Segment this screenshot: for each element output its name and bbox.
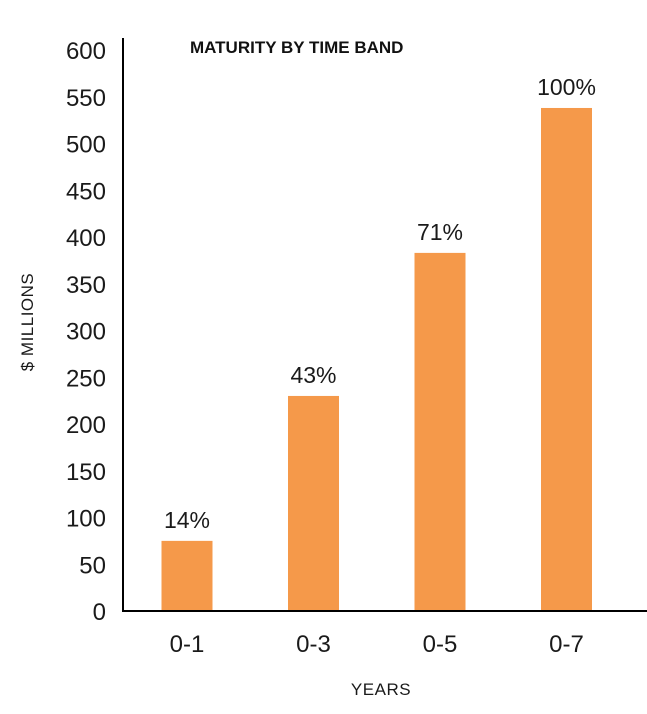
x-axis-ticks: 0-1 0-3 0-5 0-7 <box>170 631 584 658</box>
bar <box>288 395 339 611</box>
y-tick-label: 500 <box>66 132 106 159</box>
y-tick-label: 50 <box>79 552 106 579</box>
y-tick-label: 600 <box>66 38 106 65</box>
data-labels: 14% 43% 71% 100% <box>164 74 596 533</box>
y-axis-title: $ MILLIONS <box>18 273 37 372</box>
x-tick-label: 0-7 <box>549 631 584 658</box>
y-tick-label: 350 <box>66 272 106 299</box>
data-label: 43% <box>290 362 336 388</box>
x-tick-label: 0-5 <box>423 631 458 658</box>
y-tick-label: 450 <box>66 178 106 205</box>
x-tick-label: 0-1 <box>170 631 205 658</box>
y-tick-label: 100 <box>66 506 106 533</box>
y-tick-label: 200 <box>66 412 106 439</box>
x-tick-label: 0-3 <box>296 631 331 658</box>
y-tick-label: 400 <box>66 225 106 252</box>
y-tick-label: 300 <box>66 319 106 346</box>
y-tick-label: 250 <box>66 365 106 392</box>
bar <box>161 540 213 611</box>
y-tick-label: 550 <box>66 85 106 112</box>
data-label: 71% <box>417 219 463 245</box>
data-label: 100% <box>537 74 596 100</box>
bar <box>414 252 466 611</box>
y-tick-label: 150 <box>66 459 106 486</box>
x-axis-title: YEARS <box>351 680 411 699</box>
data-label: 14% <box>164 507 210 533</box>
y-axis-ticks: 0 50 100 150 200 250 300 350 400 450 500 550 600 <box>66 38 106 626</box>
y-tick-label: 0 <box>93 599 106 626</box>
bar <box>541 107 592 611</box>
chart-title: MATURITY BY TIME BAND <box>190 38 403 57</box>
bars <box>161 107 592 611</box>
